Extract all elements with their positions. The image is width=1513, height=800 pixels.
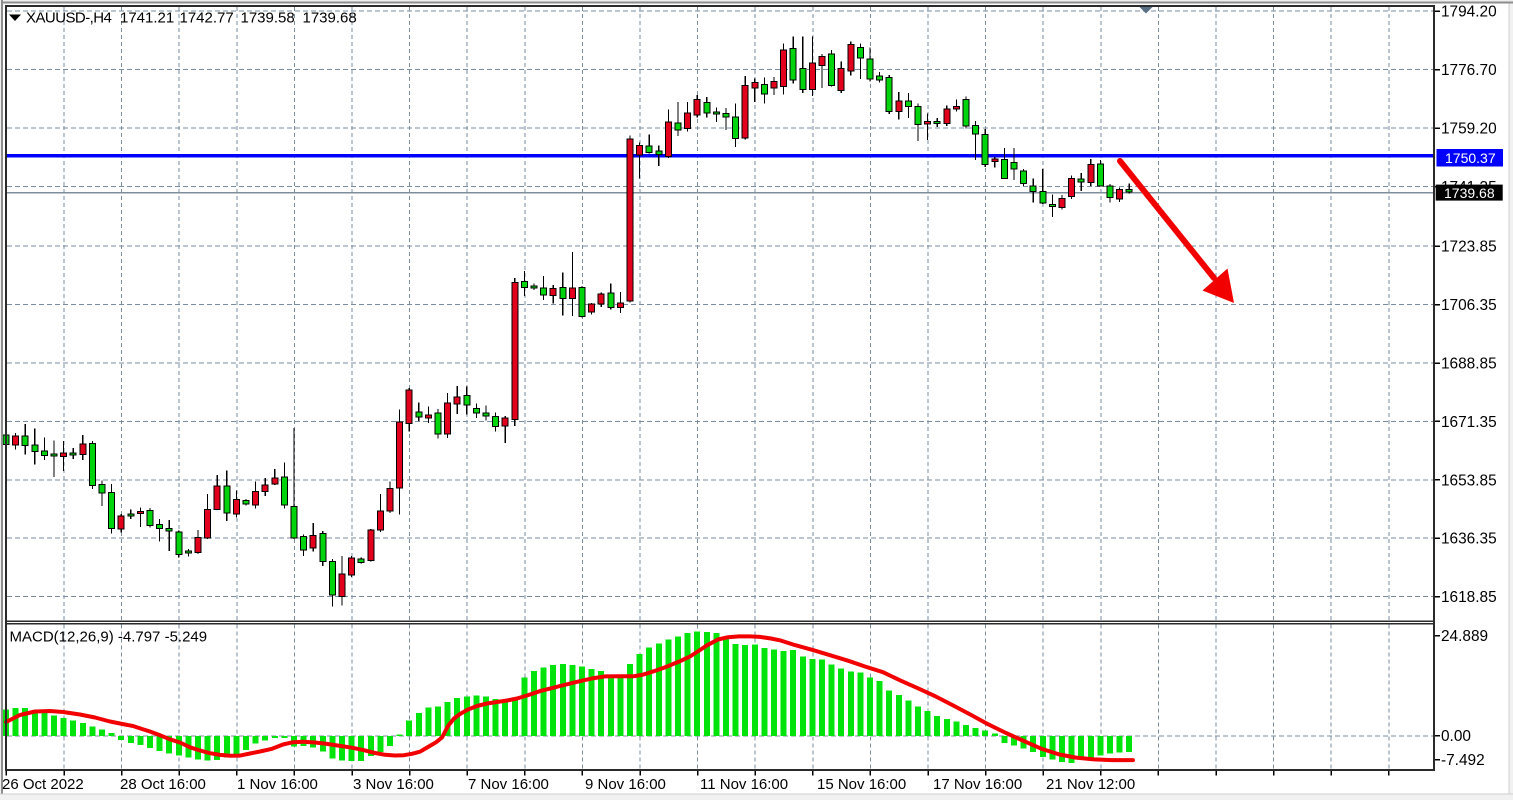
svg-text:1741.21: 1741.21 — [120, 10, 174, 27]
svg-text:24.889: 24.889 — [1441, 628, 1488, 645]
svg-text:3 Nov 16:00: 3 Nov 16:00 — [353, 776, 434, 793]
svg-text:1739.58: 1739.58 — [241, 10, 295, 27]
svg-text:7 Nov 16:00: 7 Nov 16:00 — [468, 776, 549, 793]
svg-text:1759.20: 1759.20 — [1441, 121, 1497, 138]
svg-text:15 Nov 16:00: 15 Nov 16:00 — [817, 776, 906, 793]
svg-text:1723.85: 1723.85 — [1441, 239, 1497, 256]
svg-text:1 Nov 16:00: 1 Nov 16:00 — [237, 776, 318, 793]
svg-text:1750.37: 1750.37 — [1445, 150, 1496, 166]
svg-text:11 Nov 16:00: 11 Nov 16:00 — [700, 776, 788, 793]
svg-text:26 Oct 2022: 26 Oct 2022 — [2, 776, 84, 793]
svg-text:1671.35: 1671.35 — [1441, 414, 1497, 431]
svg-text:0.00: 0.00 — [1441, 728, 1471, 745]
svg-text:1688.85: 1688.85 — [1441, 356, 1497, 373]
svg-text:1742.77: 1742.77 — [180, 10, 234, 27]
svg-text:MACD(12,26,9) -4.797 -5.249: MACD(12,26,9) -4.797 -5.249 — [10, 629, 208, 646]
svg-text:1618.85: 1618.85 — [1441, 589, 1497, 606]
svg-text:1739.68: 1739.68 — [1444, 185, 1495, 201]
svg-text:9 Nov 16:00: 9 Nov 16:00 — [585, 776, 666, 793]
svg-text:21 Nov 12:00: 21 Nov 12:00 — [1046, 776, 1135, 793]
svg-text:-7.492: -7.492 — [1441, 752, 1485, 769]
svg-text:1739.68: 1739.68 — [303, 10, 357, 27]
svg-text:1706.35: 1706.35 — [1441, 297, 1497, 314]
svg-text:17 Nov 16:00: 17 Nov 16:00 — [933, 776, 1022, 793]
svg-text:1776.70: 1776.70 — [1441, 62, 1497, 79]
svg-text:XAUUSD-,H4: XAUUSD-,H4 — [26, 10, 112, 27]
svg-text:1636.35: 1636.35 — [1441, 531, 1497, 548]
svg-text:1653.85: 1653.85 — [1441, 472, 1497, 489]
svg-text:1794.20: 1794.20 — [1441, 4, 1497, 21]
svg-text:28 Oct 16:00: 28 Oct 16:00 — [120, 776, 206, 793]
